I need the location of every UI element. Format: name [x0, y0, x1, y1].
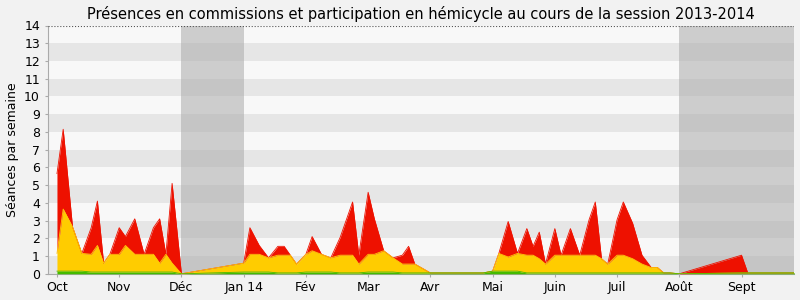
Bar	[742, 26, 800, 274]
Bar	[48, 150, 794, 167]
Bar	[679, 26, 742, 274]
Bar	[48, 203, 794, 220]
Bar	[48, 79, 794, 96]
Bar	[48, 185, 794, 203]
Bar	[48, 132, 794, 150]
Title: Présences en commissions et participation en hémicycle au cours de la session 20: Présences en commissions et participatio…	[87, 6, 755, 22]
Bar	[48, 96, 794, 114]
Bar	[48, 220, 794, 238]
Bar	[48, 43, 794, 61]
Bar	[48, 26, 794, 43]
Bar	[48, 61, 794, 79]
Bar	[48, 256, 794, 274]
Bar	[48, 238, 794, 256]
Bar	[182, 26, 244, 274]
Bar	[48, 114, 794, 132]
Y-axis label: Séances par semaine: Séances par semaine	[6, 82, 18, 217]
Bar	[48, 167, 794, 185]
